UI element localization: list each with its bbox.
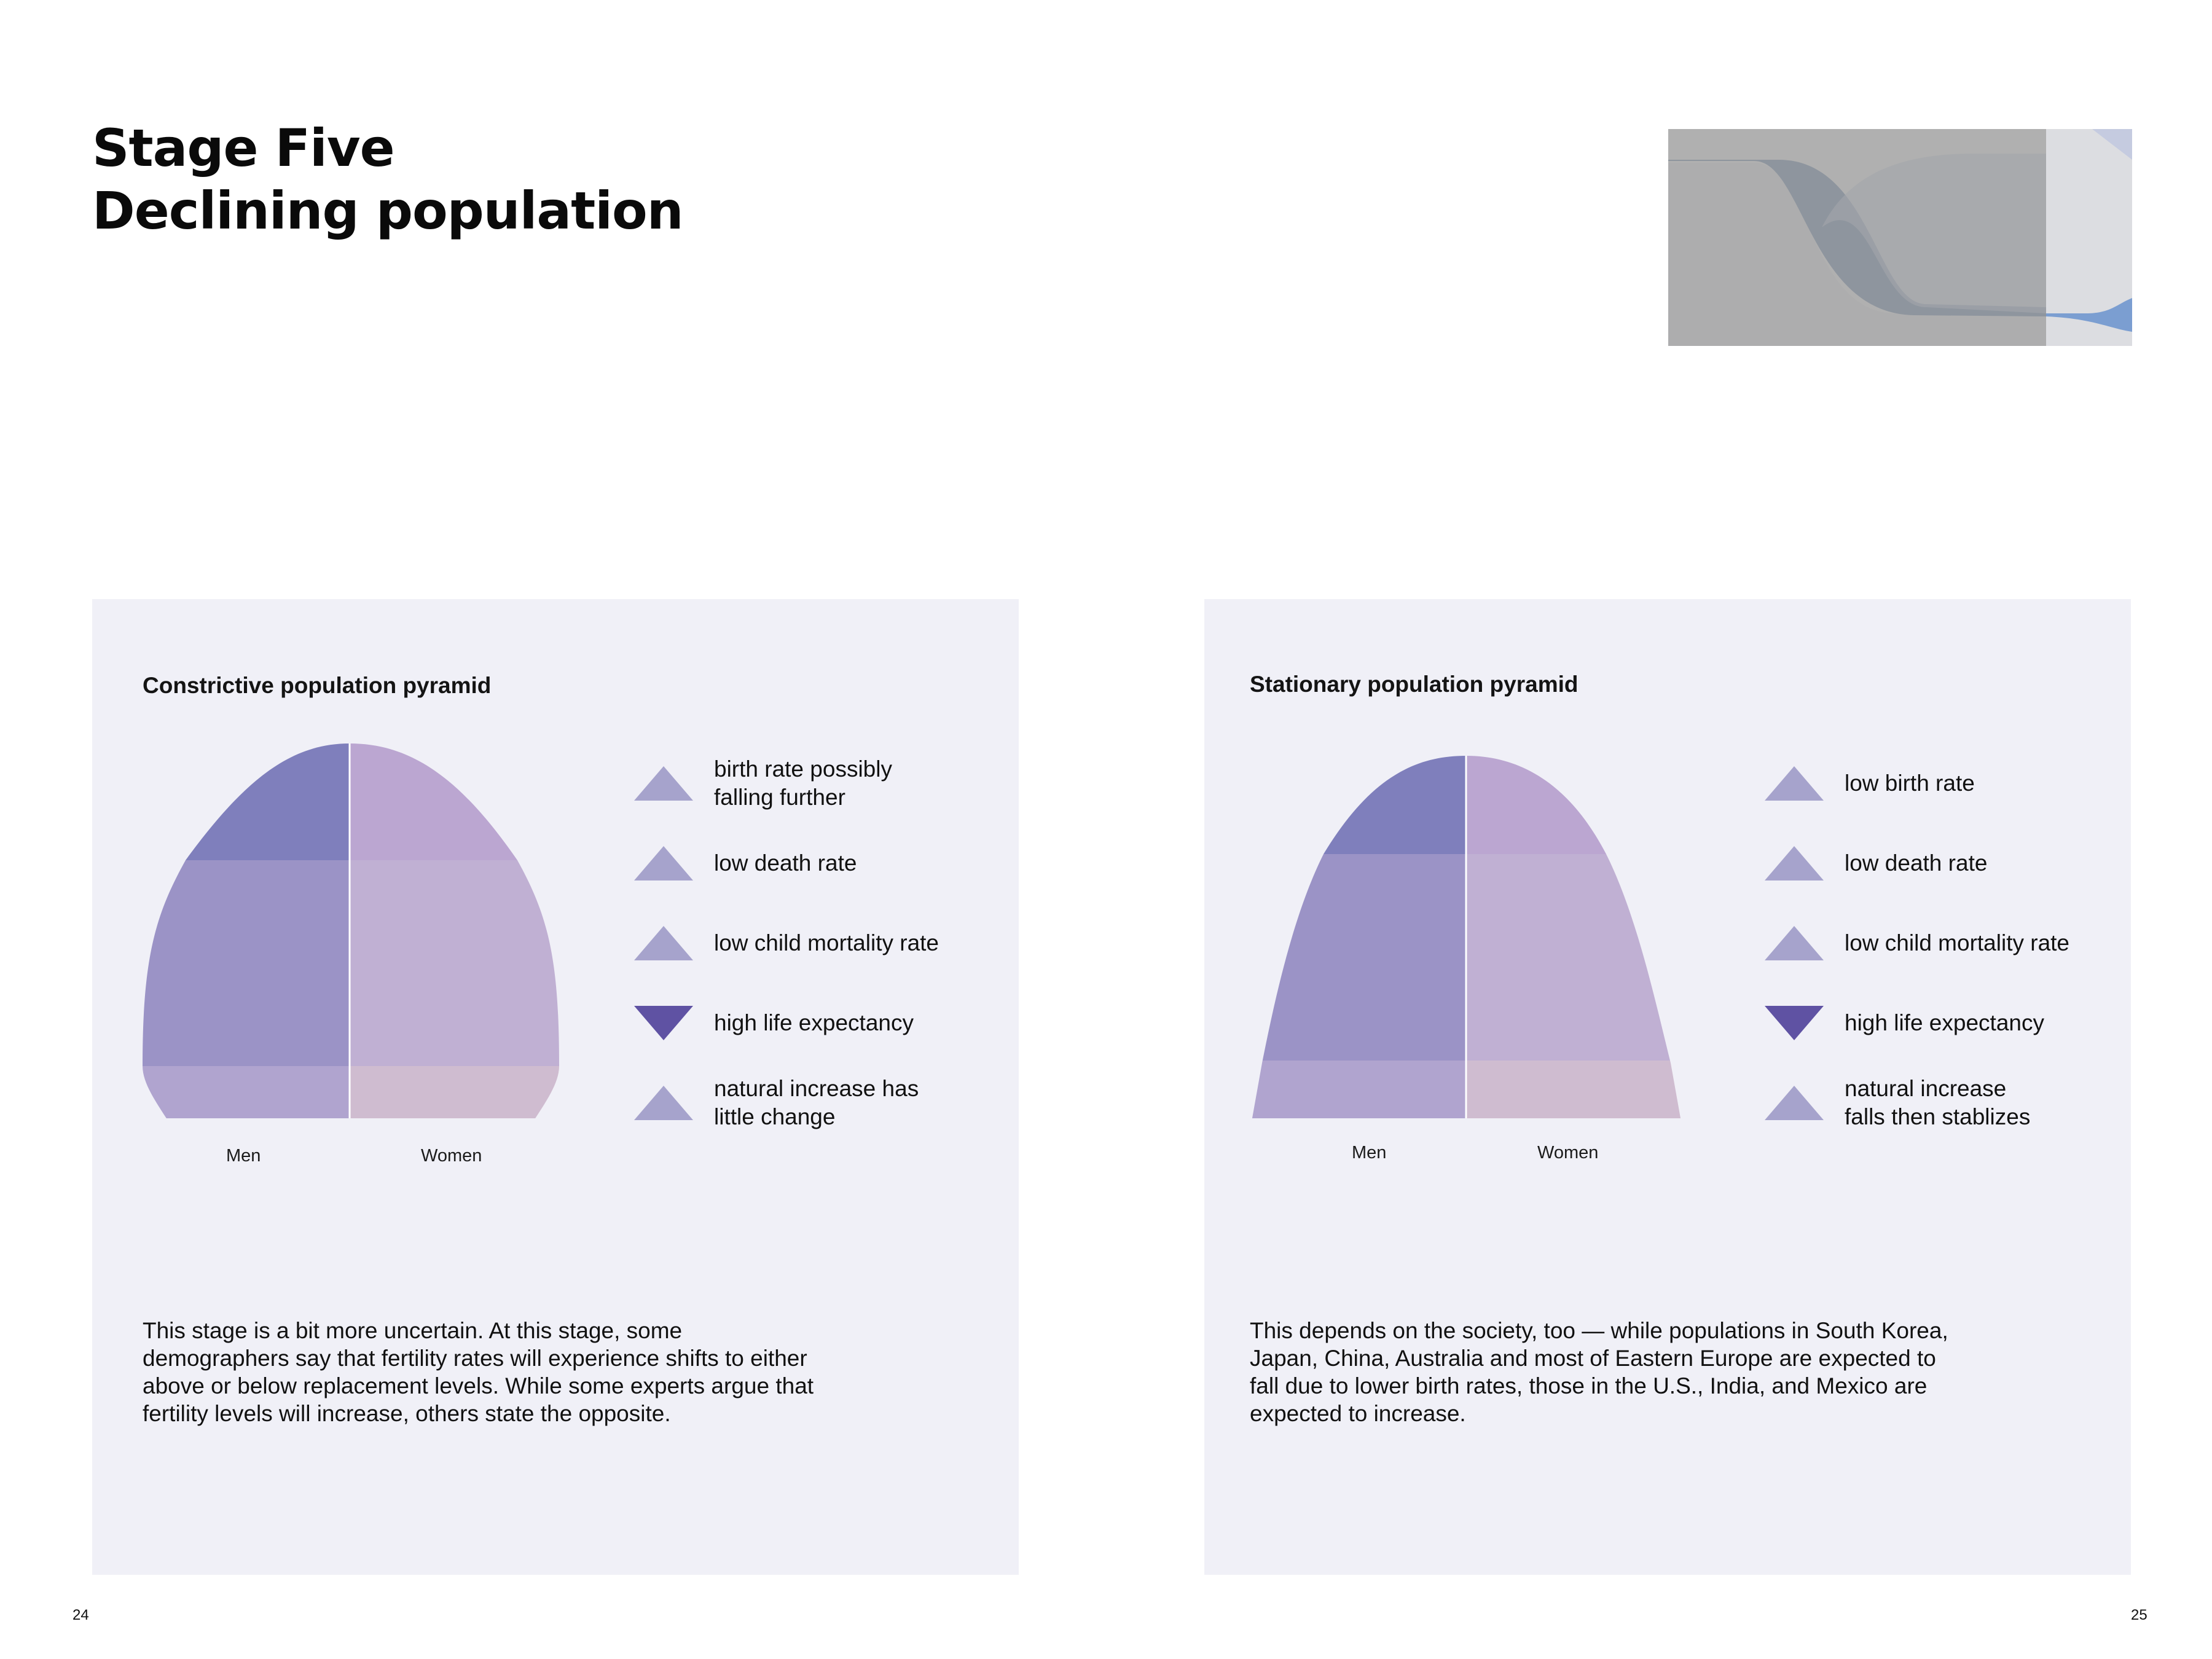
- legend-item: natural increase has little change: [633, 1072, 1026, 1134]
- women-young-band: [350, 1066, 559, 1118]
- legend-item: low death rate: [1763, 833, 2157, 894]
- constrictive-panel: Constrictive population pyramid Men Wome…: [92, 599, 1019, 1575]
- men-label: Men: [226, 1146, 261, 1166]
- legend-item: natural increase falls then stablizes: [1763, 1072, 2157, 1134]
- page-title-line-2: Declining population: [92, 181, 684, 241]
- legend-text: low death rate: [714, 850, 857, 876]
- women-label: Women: [421, 1146, 482, 1166]
- stationary-title: Stationary population pyramid: [1250, 672, 1579, 697]
- triangle-up-icon: [634, 766, 693, 801]
- page-title-line-1: Stage Five: [92, 118, 395, 178]
- men-older-band: [1250, 756, 1466, 854]
- men-young-band: [143, 1066, 350, 1118]
- page-number-left: 24: [73, 1607, 89, 1623]
- triangle-up-icon: [634, 1086, 693, 1120]
- stationary-body: This depends on the society, too — while…: [1250, 1318, 1948, 1426]
- triangle-down-icon: [1765, 1006, 1824, 1040]
- men-label: Men: [1352, 1143, 1387, 1163]
- women-young-band: [1466, 1061, 1683, 1118]
- legend-text: birth rate possibly falling further: [714, 756, 892, 810]
- legend-text: high life expectancy: [714, 1010, 914, 1035]
- legend-text: low birth rate: [1845, 771, 1975, 796]
- legend-text: low child mortality rate: [1845, 930, 2070, 955]
- triangle-up-icon: [1765, 926, 1824, 960]
- women-middle-band: [350, 860, 559, 1066]
- legend-item: high life expectancy: [1763, 992, 2157, 1054]
- page-title: Stage Five Declining population: [92, 117, 684, 242]
- legend-item: low birth rate: [1763, 753, 2157, 814]
- legend-text: natural increase falls then stablizes: [1845, 1076, 2031, 1129]
- triangle-up-icon: [1765, 846, 1824, 880]
- women-middle-band: [1466, 854, 1683, 1061]
- men-middle-band: [143, 860, 350, 1066]
- triangle-up-icon: [1765, 1086, 1824, 1120]
- page-number-right: 25: [2131, 1607, 2147, 1623]
- triangle-up-icon: [1765, 766, 1824, 801]
- legend-item: birth rate possibly falling further: [633, 753, 1026, 814]
- legend-item: low child mortality rate: [1763, 912, 2157, 974]
- legend-text: low child mortality rate: [714, 930, 939, 955]
- legend-item: high life expectancy: [633, 992, 1026, 1054]
- men-older-band: [143, 743, 350, 860]
- triangle-up-icon: [634, 926, 693, 960]
- stationary-pyramid: [1250, 756, 1683, 1118]
- transition-thumbnail: [1668, 129, 2132, 346]
- triangle-down-icon: [634, 1006, 693, 1040]
- men-middle-band: [1250, 854, 1466, 1061]
- constrictive-pyramid: [143, 743, 559, 1118]
- stationary-panel: Stationary population pyramid Men Women …: [1204, 599, 2131, 1575]
- legend-item: low child mortality rate: [633, 912, 1026, 974]
- women-older-band: [1466, 756, 1683, 854]
- legend-text: high life expectancy: [1845, 1010, 2044, 1035]
- men-young-band: [1250, 1061, 1466, 1118]
- legend-text: natural increase has little change: [714, 1076, 919, 1129]
- legend-item: low death rate: [633, 833, 1026, 894]
- constrictive-title: Constrictive population pyramid: [143, 673, 492, 698]
- constrictive-body: This stage is a bit more uncertain. At t…: [143, 1318, 814, 1426]
- legend-text: low death rate: [1845, 850, 1988, 876]
- women-older-band: [350, 743, 559, 860]
- triangle-up-icon: [634, 846, 693, 880]
- women-label: Women: [1537, 1143, 1599, 1163]
